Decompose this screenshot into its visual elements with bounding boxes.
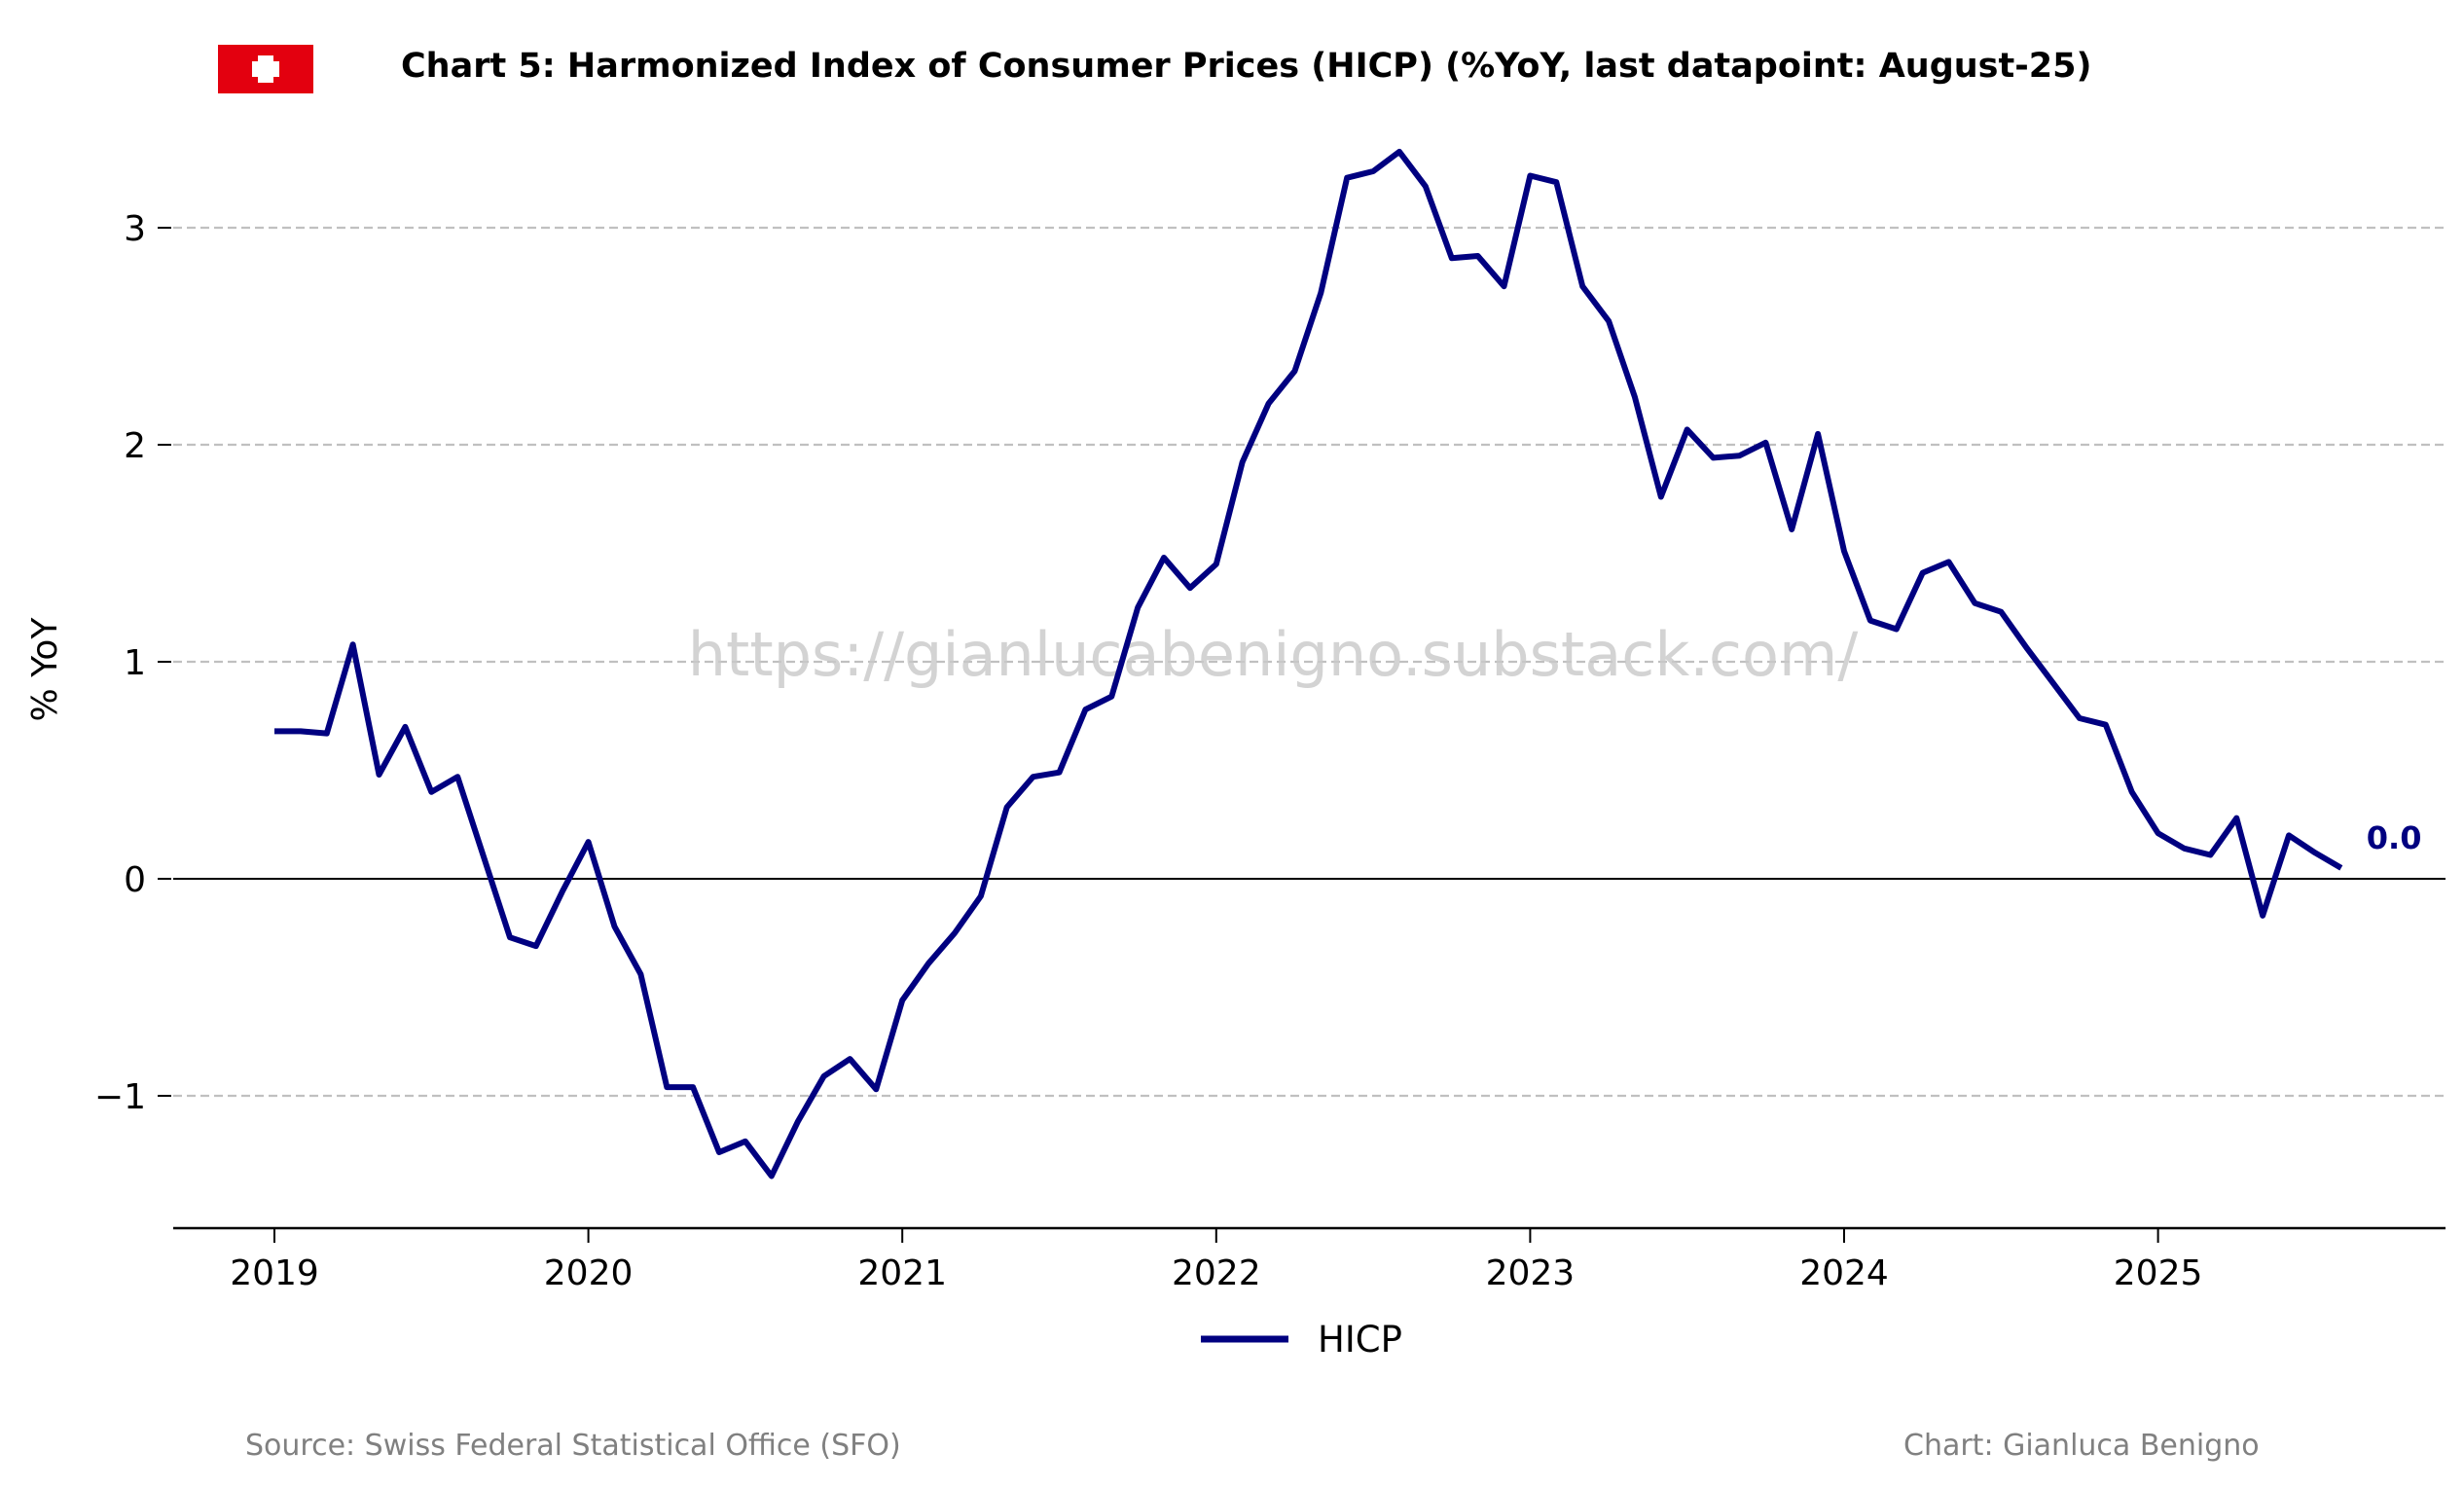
chart-credit: Chart: Gianluca Benigno [1903,1429,2260,1463]
y-tick-label-3: 3 [124,209,146,249]
watermark: https://gianlucabenigno.substack.com/ [688,619,1859,690]
x-tick-label-2025: 2025 [2114,1253,2203,1293]
series-layer: 0.0 [274,148,2422,1180]
legend: HICP [1201,1319,1402,1361]
x-tick-label-2024: 2024 [1799,1253,1889,1293]
chart-title: Chart 5: Harmonized Index of Consumer Pr… [401,47,2091,86]
series-line-hicp [274,148,2343,1180]
source-note: Source: Swiss Federal Statistical Office… [245,1429,901,1463]
y-tick-label-0: 0 [124,860,146,900]
last-value-label: 0.0 [2367,819,2422,856]
legend-label-hicp: HICP [1318,1319,1402,1361]
x-tick-label-2022: 2022 [1172,1253,1261,1293]
x-tick-label-2023: 2023 [1486,1253,1576,1293]
switzerland-flag-icon [218,45,313,93]
y-axis-label: % YoY [25,617,65,722]
x-ticks: 2019 2020 2021 2022 2023 2024 2025 [173,1226,2446,1293]
y-tick-label-1: 1 [124,643,146,683]
x-tick-label-2019: 2019 [230,1253,319,1293]
grid-lines [173,226,2446,1098]
y-tick-label-2: 2 [124,426,146,466]
y-tick-label--1: −1 [94,1077,146,1117]
x-tick-label-2020: 2020 [544,1253,634,1293]
y-ticks: −1 0 1 2 3 [94,209,171,1117]
x-tick-label-2021: 2021 [857,1253,947,1293]
